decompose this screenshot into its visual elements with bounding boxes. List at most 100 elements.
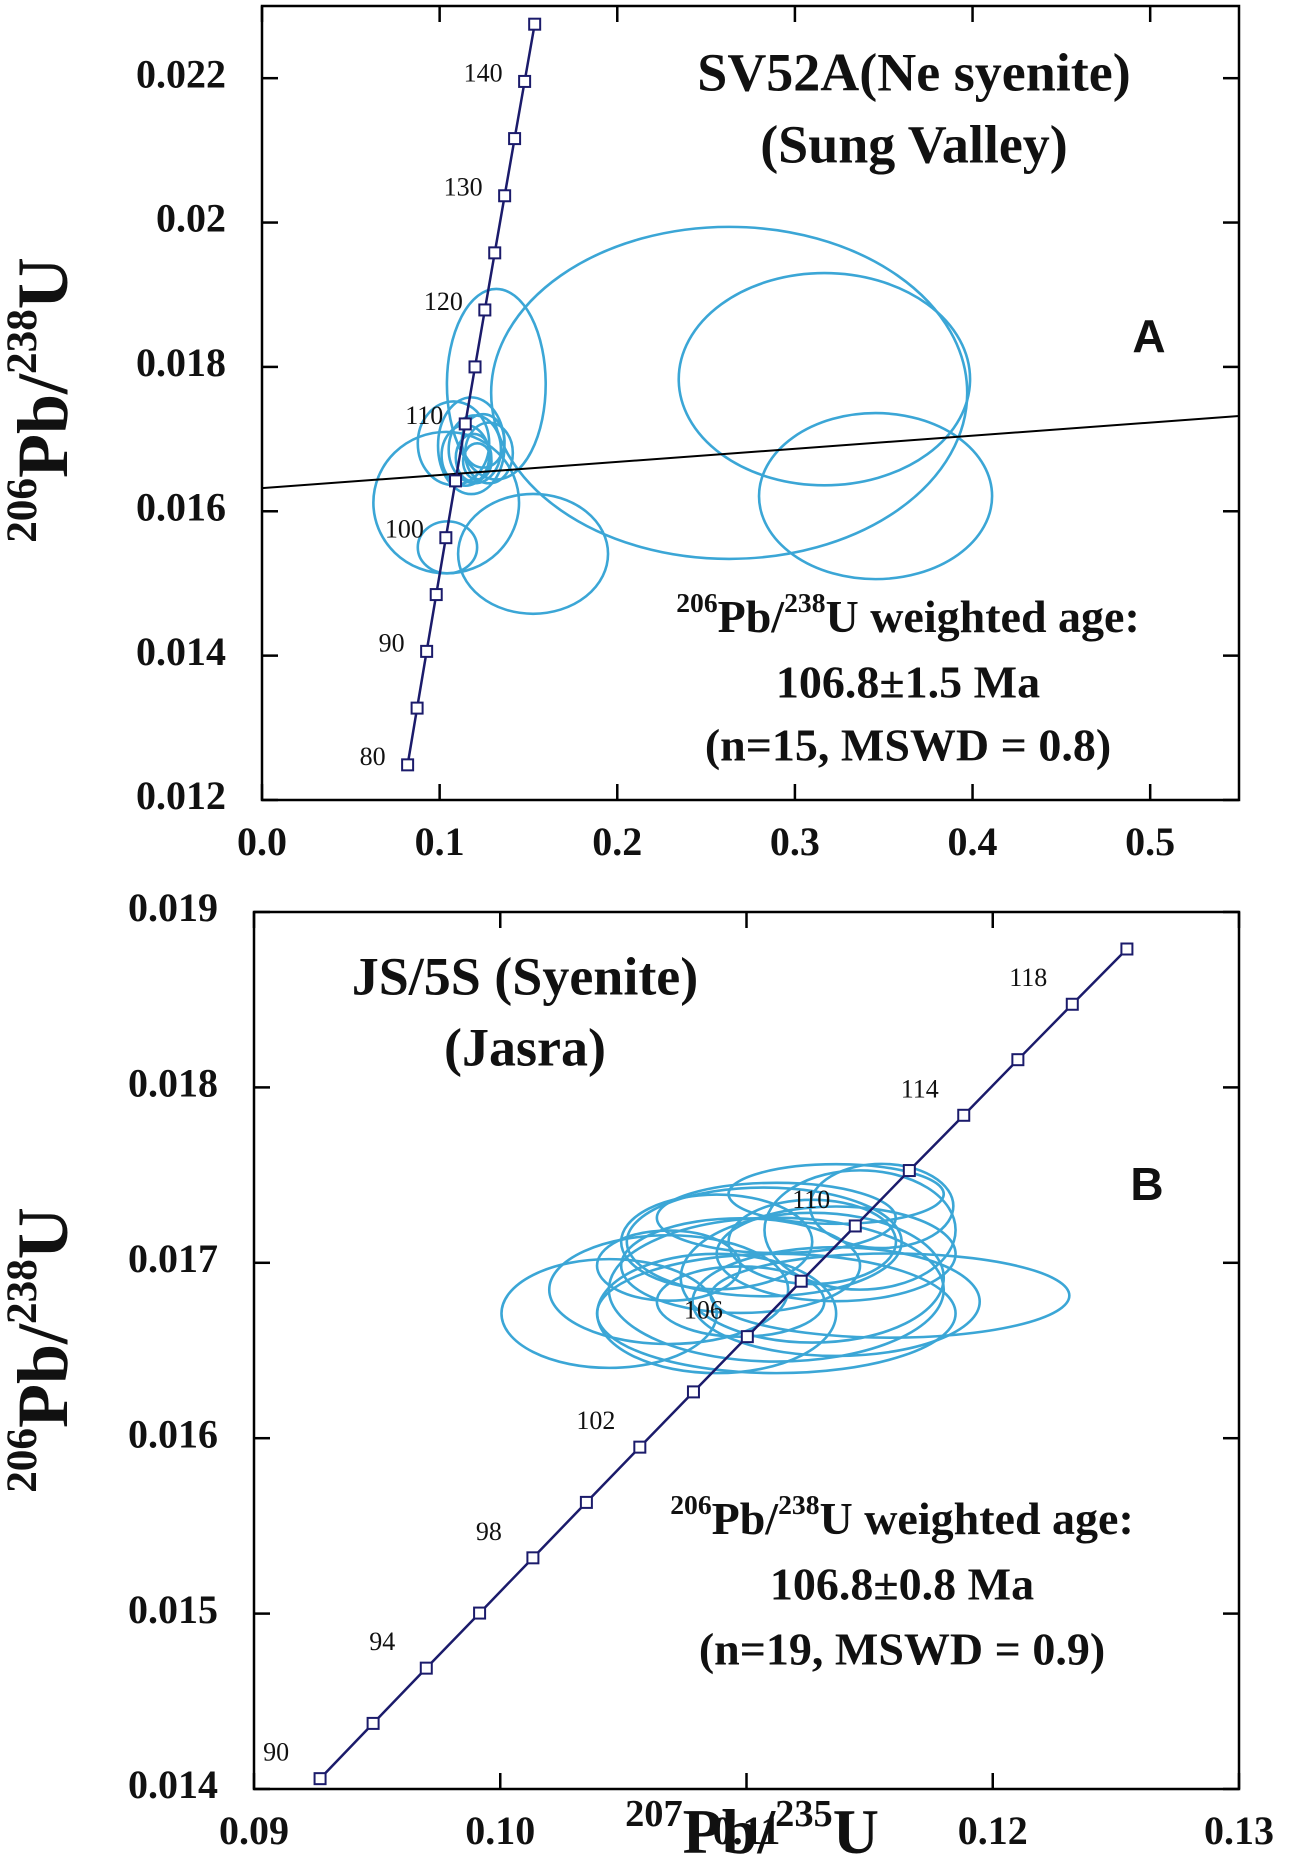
concordia-age-marker (478, 303, 492, 317)
text-segment: 206 (0, 478, 46, 543)
concordia-age-marker (429, 588, 443, 602)
age-label: 114 (901, 1074, 939, 1103)
text-segment: 206 (670, 1489, 711, 1520)
plot-frame (260, 4, 1241, 802)
text-segment: U weighted age: (825, 591, 1139, 642)
error-ellipse (619, 1193, 814, 1291)
annotation: 206Pb/238U weighted age: (670, 1489, 1134, 1544)
panel-title: JS/5S (Syenite) (352, 946, 699, 1006)
concordia-age-marker (518, 74, 532, 88)
error-ellipse (763, 1169, 957, 1291)
error-ellipse (456, 492, 610, 616)
concordia-curve (406, 23, 536, 766)
concordia-age-marker (686, 1385, 700, 1399)
plot-area (262, 17, 1239, 772)
text-segment: 206 (676, 587, 717, 618)
concordia-age-marker (401, 758, 415, 772)
age-label: 90 (263, 1738, 289, 1767)
age-label: 98 (476, 1517, 502, 1546)
x-tick-label: 0.3 (770, 819, 820, 864)
x-tick-label: 0.5 (1125, 819, 1175, 864)
concordia-age-marker (579, 1495, 593, 1509)
age-label: 118 (1009, 963, 1047, 992)
x-tick-label: 0.13 (1204, 1808, 1274, 1853)
concordia-age-marker (468, 360, 482, 374)
y-tick-label: 0.022 (136, 51, 226, 96)
y-tick-label: 0.015 (128, 1587, 218, 1632)
concordia-age-marker (633, 1440, 647, 1454)
error-ellipse (372, 430, 521, 575)
age-label: 106 (684, 1296, 723, 1325)
concordia-age-marker (410, 701, 424, 715)
error-ellipse (709, 1252, 1071, 1339)
y-axis-label: 206Pb/238U (0, 257, 83, 543)
text-segment: Pb/ (3, 373, 83, 478)
annotation: (n=15, MSWD = 0.8) (705, 720, 1111, 771)
error-ellipse (655, 1181, 898, 1255)
concordia-age-marker (488, 246, 502, 260)
x-tick-label: 0.10 (465, 1808, 535, 1853)
concordia-curve (319, 948, 1128, 1780)
concordia-age-marker (526, 1551, 540, 1565)
plot-frame (252, 910, 1241, 1791)
text-segment: 206 (0, 1428, 46, 1493)
age-label: 110 (405, 401, 443, 430)
x-tick-label: 0.11 (713, 1808, 781, 1853)
concordia-age-marker (848, 1219, 862, 1233)
error-ellipse (715, 1205, 957, 1303)
error-ellipse (547, 1233, 790, 1346)
error-ellipse (461, 442, 493, 481)
plot-area (313, 942, 1134, 1786)
y-tick-label: 0.012 (136, 773, 226, 818)
text-segment: U (833, 1796, 879, 1867)
panel-title: SV52A(Ne syenite) (697, 42, 1130, 102)
text-segment: 238 (0, 1259, 46, 1324)
y-tick-label: 0.014 (136, 629, 226, 674)
concordia-age-marker (420, 644, 434, 658)
y-tick-label: 0.018 (136, 340, 226, 385)
y-tick-label: 0.019 (128, 885, 218, 930)
panel-label: A (1132, 310, 1165, 362)
error-ellipse (500, 1257, 719, 1370)
error-ellipse (757, 411, 994, 581)
text-segment: U (3, 257, 83, 309)
y-tick-label: 0.02 (156, 196, 226, 241)
x-tick-label: 0.12 (958, 1808, 1028, 1853)
error-ellipse (489, 225, 969, 561)
panel-label: B (1130, 1158, 1163, 1210)
age-label: 102 (576, 1406, 615, 1435)
error-ellipse (808, 1162, 955, 1250)
concordia-age-marker (366, 1716, 380, 1730)
x-tick-label: 0.2 (592, 819, 642, 864)
x-tick-label: 0.4 (948, 819, 998, 864)
panel-title: (Sung Valley) (760, 114, 1068, 174)
age-label: 80 (360, 742, 386, 771)
regression-line (262, 414, 1239, 490)
age-label: 90 (379, 628, 405, 657)
y-tick-label: 0.016 (136, 484, 226, 529)
age-label: 100 (385, 515, 424, 544)
error-ellipse (619, 1216, 862, 1315)
age-label: 94 (369, 1627, 395, 1656)
age-label: 130 (444, 173, 483, 202)
concordia-age-marker (957, 1108, 971, 1122)
concordia-age-marker (473, 1606, 487, 1620)
y-tick-label: 0.014 (128, 1762, 218, 1807)
concordia-age-marker (1065, 997, 1079, 1011)
text-segment: 238 (0, 309, 46, 374)
annotation: 106.8±1.5 Ma (776, 657, 1040, 708)
y-tick-label: 0.016 (128, 1411, 218, 1456)
error-ellipse (436, 396, 506, 496)
y-axis-label: 206Pb/238U (0, 1207, 83, 1493)
y-tick-label: 0.018 (128, 1061, 218, 1106)
text-segment: 238 (784, 587, 825, 618)
concordia-age-marker (1011, 1053, 1025, 1067)
text-segment: Pb/ (712, 1493, 780, 1544)
concordia-age-marker (902, 1164, 916, 1178)
annotation: 106.8±0.8 Ma (770, 1559, 1034, 1610)
concordia-age-marker (439, 531, 453, 545)
text-segment: 235 (775, 1793, 833, 1835)
panel-title: (Jasra) (444, 1017, 606, 1077)
concordia-age-marker (313, 1772, 327, 1786)
